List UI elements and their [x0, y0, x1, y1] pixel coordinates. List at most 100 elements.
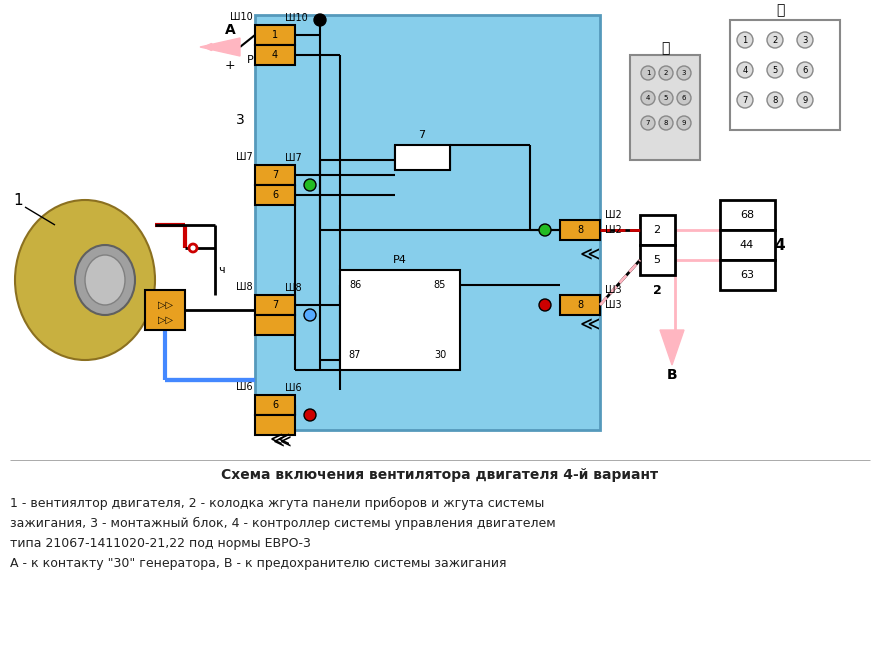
Text: 2: 2 [653, 283, 662, 297]
Text: 8: 8 [577, 225, 583, 235]
Text: Ш2: Ш2 [605, 210, 622, 220]
Circle shape [189, 244, 197, 252]
Bar [395, 145, 450, 170]
Text: ч: ч [218, 265, 224, 275]
Text: Ш3: Ш3 [605, 285, 621, 295]
Text: ▷▷: ▷▷ [158, 315, 172, 325]
Text: 〉: 〉 [661, 41, 669, 55]
Bar [720, 200, 775, 230]
Text: 4: 4 [646, 95, 650, 101]
Circle shape [677, 66, 691, 80]
Circle shape [797, 62, 813, 78]
Circle shape [304, 409, 316, 421]
Text: 6: 6 [272, 190, 278, 200]
Text: Ш10: Ш10 [231, 12, 253, 22]
Text: Ш7: Ш7 [236, 152, 253, 162]
Text: 5: 5 [664, 95, 668, 101]
Circle shape [797, 32, 813, 48]
Circle shape [314, 14, 326, 26]
Text: 4: 4 [774, 237, 785, 253]
Bar [255, 315, 295, 335]
Text: 1: 1 [743, 36, 748, 44]
Ellipse shape [75, 245, 135, 315]
Text: 7: 7 [272, 170, 278, 180]
Bar [720, 230, 775, 260]
Text: 85: 85 [434, 280, 446, 290]
Text: 5: 5 [773, 66, 778, 74]
Text: 2: 2 [773, 36, 778, 44]
Bar [560, 295, 600, 315]
Circle shape [797, 92, 813, 108]
Text: 44: 44 [740, 240, 754, 250]
Bar [560, 220, 600, 240]
Text: А - к контакту "30" генератора, В - к предохранителю системы зажигания: А - к контакту "30" генератора, В - к пр… [10, 557, 507, 570]
Text: ≪: ≪ [273, 433, 291, 451]
Bar [255, 295, 295, 315]
Bar [630, 55, 700, 160]
Bar [255, 165, 295, 185]
Circle shape [767, 92, 783, 108]
Text: 4: 4 [743, 66, 748, 74]
Text: 1: 1 [646, 70, 650, 76]
Circle shape [767, 32, 783, 48]
Polygon shape [660, 330, 684, 365]
Text: 2: 2 [654, 225, 661, 235]
Text: ≪: ≪ [580, 316, 600, 334]
Text: A: A [224, 23, 235, 37]
Text: 7: 7 [418, 130, 426, 140]
Text: Ш8: Ш8 [237, 282, 253, 292]
Text: B: B [667, 368, 678, 382]
Text: 3: 3 [236, 113, 245, 127]
Text: 1 - вентиялтор двигателя, 2 - колодка жгута панели приборов и жгута системы: 1 - вентиялтор двигателя, 2 - колодка жг… [10, 496, 545, 510]
Bar [640, 245, 675, 275]
Bar [255, 45, 295, 65]
Text: 3: 3 [682, 70, 686, 76]
Text: 7: 7 [646, 120, 650, 126]
Bar [340, 270, 460, 370]
Text: 8: 8 [773, 96, 778, 105]
Ellipse shape [15, 200, 155, 360]
Circle shape [659, 66, 673, 80]
Bar [255, 415, 295, 435]
Text: +: + [224, 58, 235, 72]
Text: 63: 63 [740, 270, 754, 280]
Circle shape [767, 62, 783, 78]
Text: 7: 7 [272, 300, 278, 310]
Text: Ш6: Ш6 [237, 382, 253, 392]
Circle shape [737, 62, 753, 78]
Text: 8: 8 [664, 120, 668, 126]
Bar [255, 25, 295, 45]
Ellipse shape [85, 255, 125, 305]
Polygon shape [200, 38, 240, 56]
Text: 9: 9 [803, 96, 808, 105]
Circle shape [539, 299, 551, 311]
Text: Р4: Р4 [393, 255, 407, 265]
Text: Р: Р [246, 55, 253, 65]
Bar [145, 290, 185, 330]
Circle shape [677, 91, 691, 105]
Text: 86: 86 [348, 280, 361, 290]
Text: 〉: 〉 [776, 3, 784, 17]
Text: ▷▷: ▷▷ [158, 300, 172, 310]
Bar [720, 260, 775, 290]
Text: Ш10: Ш10 [285, 13, 308, 23]
Circle shape [641, 91, 655, 105]
Text: типа 21067-1411020-21,22 под нормы ЕВРО-3: типа 21067-1411020-21,22 под нормы ЕВРО-… [10, 537, 311, 549]
Text: 9: 9 [682, 120, 686, 126]
Text: Ш7: Ш7 [285, 153, 302, 163]
Text: 4: 4 [272, 50, 278, 60]
Circle shape [641, 116, 655, 130]
Bar [640, 215, 675, 245]
Text: зажигания, 3 - монтажный блок, 4 - контроллер системы управления двигателем: зажигания, 3 - монтажный блок, 4 - контр… [10, 517, 556, 529]
Circle shape [641, 66, 655, 80]
Circle shape [304, 309, 316, 321]
Text: ≪: ≪ [580, 245, 600, 265]
Circle shape [539, 224, 551, 236]
Circle shape [304, 179, 316, 191]
Text: 1: 1 [13, 192, 23, 208]
Text: 6: 6 [272, 400, 278, 410]
Text: 5: 5 [654, 255, 661, 265]
Bar [255, 185, 295, 205]
Bar [730, 20, 840, 130]
Text: Ш6: Ш6 [285, 383, 302, 393]
